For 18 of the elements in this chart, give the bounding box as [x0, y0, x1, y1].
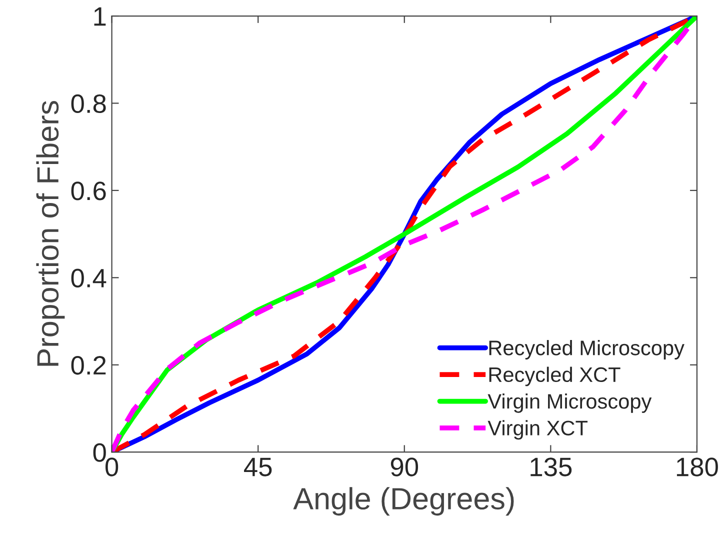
x-tick-label: 90 — [390, 458, 418, 476]
x-tick-label: 45 — [244, 458, 272, 476]
legend-label: Virgin XCT — [488, 420, 588, 440]
line-series — [112, 16, 697, 452]
x-tick-label: 135 — [530, 458, 572, 476]
legend-label: Recycled XCT — [489, 366, 620, 386]
y-tick-label: 0 — [93, 443, 106, 462]
legend-label: Virgin Microscopy — [488, 393, 652, 413]
legend-label: Recycled Microscopy — [489, 340, 684, 360]
y-tick-label: 0.8 — [71, 94, 106, 114]
y-axis-title: Proportion of Fibers — [36, 100, 65, 366]
y-tick-label: 1 — [94, 7, 106, 26]
x-tick-label: 180 — [676, 458, 718, 476]
y-tick-label: 0.6 — [71, 182, 106, 200]
x-axis-title: Angle (Degrees) — [293, 487, 514, 516]
y-tick-label: 0.2 — [71, 356, 106, 375]
x-tick-label: 0 — [105, 458, 118, 476]
y-tick-label: 0.4 — [71, 268, 106, 288]
